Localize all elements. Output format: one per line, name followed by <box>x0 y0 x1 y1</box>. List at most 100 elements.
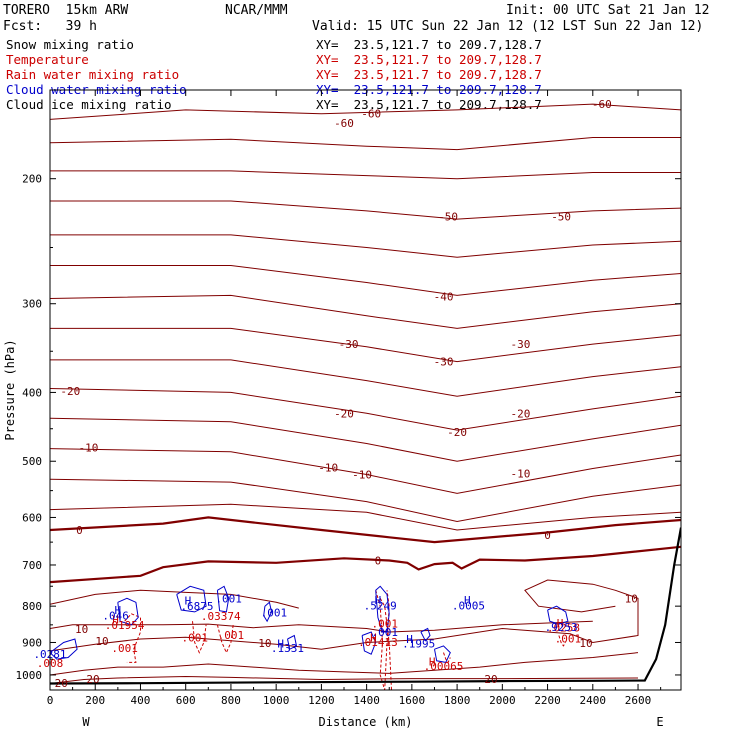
rain-label: .00065 <box>424 660 464 673</box>
x-tick-label: 200 <box>85 694 105 707</box>
temperature-contour <box>50 516 681 544</box>
x-tick-label: 1800 <box>444 694 471 707</box>
x-tick-label: 0 <box>47 694 54 707</box>
rain-label: H <box>112 613 119 626</box>
temperature-contour <box>50 359 681 397</box>
temperature-label: 0 <box>544 529 551 542</box>
temperature-label: 20 <box>86 673 99 686</box>
rain-label: .0258 <box>547 622 580 635</box>
rain-label: .01954 <box>105 619 145 632</box>
temperature-label: 10 <box>75 623 88 636</box>
temperature-contour <box>50 675 639 684</box>
temperature-label: -30 <box>510 338 530 351</box>
temperature-contour <box>50 234 681 258</box>
y-tick-label: 400 <box>22 386 42 399</box>
temperature-contour <box>50 103 681 120</box>
x-tick-label: 600 <box>176 694 196 707</box>
cloud-water-label: .001 <box>215 592 242 605</box>
temperature-contour <box>50 137 681 151</box>
legend-item-name: Snow mixing ratio <box>6 37 134 52</box>
temperature-contour <box>50 170 681 180</box>
temperature-label: 20 <box>55 677 68 690</box>
temperature-label: -30 <box>339 338 359 351</box>
temperature-contour <box>50 652 639 676</box>
cloud-water-label: .1331 <box>271 642 304 655</box>
x-axis-label: Distance (km) <box>319 715 413 729</box>
cloud-water-label: H <box>185 594 192 607</box>
cloud-water-contour <box>547 605 569 625</box>
temperature-label: -20 <box>60 385 80 398</box>
y-tick-label: 900 <box>22 636 42 649</box>
cloud-water-label: H <box>115 604 122 617</box>
cloud-water-label: .6875 <box>180 600 213 613</box>
temperature-label: -60 <box>592 98 612 111</box>
rain-label: H <box>557 617 564 630</box>
cloud-water-label: .9253 <box>545 621 578 634</box>
temperature-label: 10 <box>625 592 638 605</box>
legend-item-xy: XY= 23.5,121.7 to 209.7,128.7 <box>316 97 542 112</box>
legend-item-xy: XY= 23.5,121.7 to 209.7,128.7 <box>316 67 542 82</box>
temperature-label: -20 <box>334 407 354 420</box>
x-tick-label: 2400 <box>580 694 607 707</box>
temperature-contour <box>50 265 681 296</box>
x-tick-label: 1000 <box>263 694 290 707</box>
temperature-label: 10 <box>95 635 108 648</box>
y-tick-label: 300 <box>22 298 42 311</box>
legend-item-xy: XY= 23.5,121.7 to 209.7,128.7 <box>316 52 542 67</box>
cloud-water-contour <box>216 585 230 613</box>
temperature-label: -50 <box>438 210 458 223</box>
temperature-label: -60 <box>361 108 381 121</box>
y-tick-label: 500 <box>22 455 42 468</box>
rain-label: .01413 <box>358 636 398 649</box>
temperature-contour <box>50 90 67 91</box>
cloud-water-contour <box>434 645 451 663</box>
cloud-water-label: H <box>375 594 382 607</box>
temperature-label: 10 <box>579 637 592 650</box>
temperature-label: -40 <box>434 290 454 303</box>
rain-contour <box>124 613 141 663</box>
x-tick-label: 2600 <box>625 694 652 707</box>
temperature-contour <box>50 327 681 363</box>
temperature-label: 0 <box>375 555 382 568</box>
y-tick-label: 600 <box>22 511 42 524</box>
plot-frame <box>49 89 682 691</box>
cloud-water-label: .5249 <box>364 599 397 612</box>
rain-label: H <box>429 656 436 669</box>
temperature-label: -10 <box>79 441 99 454</box>
cloud-water-contour <box>361 631 377 655</box>
x-tick-label: 400 <box>131 694 151 707</box>
cloud-water-label: H <box>406 633 413 646</box>
rain-label: .001 <box>111 642 138 655</box>
cloud-water-contour <box>420 627 431 642</box>
temperature-label: 20 <box>484 673 497 686</box>
terrain-line <box>50 527 681 685</box>
x-tick-label: 2000 <box>489 694 516 707</box>
temperature-contour <box>50 620 593 633</box>
cloud-water-contour <box>375 585 390 633</box>
y-tick-label: 200 <box>22 173 42 186</box>
temperature-label: -10 <box>510 467 530 480</box>
rain-contour <box>192 621 207 654</box>
cloud-water-label: .001 <box>371 626 398 639</box>
organization-label: NCAR/MMM <box>225 3 288 18</box>
east-label: E <box>656 715 663 729</box>
temperature-contour <box>50 200 681 220</box>
cloud-water-contour <box>263 601 273 623</box>
temperature-contour <box>50 388 681 431</box>
temperature-contour <box>50 579 639 652</box>
valid-time: Valid: 15 UTC Sun 22 Jan 12 (12 LST Sun … <box>312 19 704 34</box>
forecast-hour: Fcst: 39 h <box>3 19 97 34</box>
rain-label: H <box>370 631 377 644</box>
legend-item-name: Cloud water mixing ratio <box>6 82 187 97</box>
y-tick-label: 1000 <box>16 669 43 682</box>
rain-label: .001 <box>371 617 398 630</box>
x-tick-label: 1400 <box>353 694 380 707</box>
init-time: Init: 00 UTC Sat 21 Jan 12 <box>506 3 710 18</box>
legend-item-name: Cloud ice mixing ratio <box>6 97 172 112</box>
x-tick-label: 2200 <box>534 694 561 707</box>
temperature-label: 0 <box>76 524 83 537</box>
temperature-contour <box>50 503 681 531</box>
temperature-contour <box>50 417 681 462</box>
cloud-water-label: .1995 <box>402 637 435 650</box>
